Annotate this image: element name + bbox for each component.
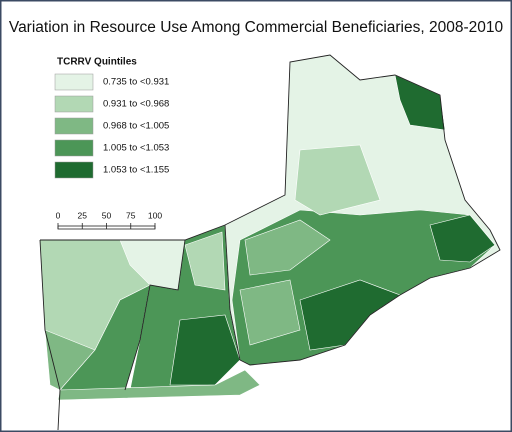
region [244,219,331,276]
legend-label: 0.735 to <0.931 [103,77,169,88]
legend: 0.735 to <0.931 0.931 to <0.968 0.968 to <… [54,73,169,179]
region [429,214,496,263]
map [39,54,501,431]
legend-label: 0.931 to <0.968 [103,99,169,110]
legend-label: 0.968 to <1.005 [103,121,169,132]
state-border [224,224,241,361]
legend-swatch [54,117,94,135]
scale-label: 0 [56,210,61,220]
scale-bar: 0 25 50 75 100 [56,210,162,230]
legend-swatch [54,73,94,91]
title: Variation in Resource Use Among Commerci… [9,19,504,36]
legend-swatch [54,95,94,113]
legend-title: TCRRV Quintiles [57,57,137,68]
region [184,231,226,291]
scale-label: 50 [102,210,112,220]
region [294,144,381,216]
region [57,369,261,401]
state-border [124,239,186,391]
state-border [39,239,61,431]
region [169,314,241,386]
scale-label: 75 [126,210,136,220]
region [239,279,301,346]
legend-swatch [54,161,94,179]
legend-label: 1.053 to <1.155 [103,165,169,176]
scale-label: 100 [148,210,162,220]
scale-label: 25 [78,210,88,220]
state-border [40,54,501,366]
legend-label: 1.005 to <1.053 [103,143,169,154]
legend-swatch [54,139,94,157]
